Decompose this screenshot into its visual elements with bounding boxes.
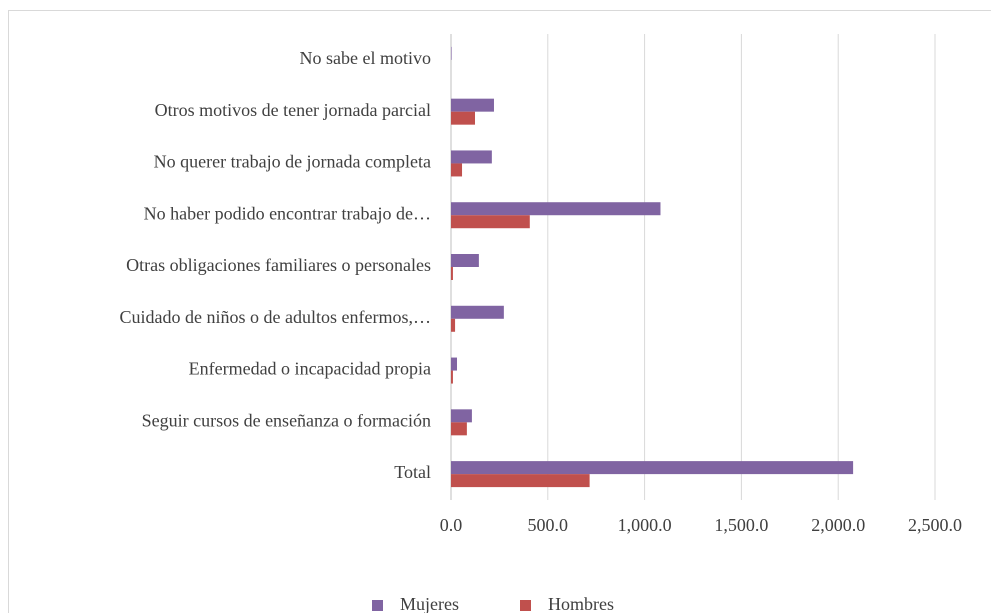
y-tick-label: Seguir cursos de enseñanza o formación [142, 410, 431, 430]
bar [451, 422, 467, 436]
bar [451, 150, 492, 164]
x-tick-label: 0.0 [440, 515, 463, 535]
y-tick-label: No sabe el motivo [300, 48, 431, 68]
x-tick-label: 2,000.0 [811, 515, 865, 535]
y-tick-label: Otros motivos de tener jornada parcial [155, 100, 431, 120]
bar [451, 305, 504, 319]
bar [451, 267, 453, 280]
y-tick-label: Total [394, 462, 431, 482]
bar [451, 254, 479, 267]
legend-label: Hombres [548, 594, 614, 613]
legend-swatch [372, 600, 383, 611]
bar [451, 409, 472, 423]
y-tick-label: Cuidado de niños o de adultos enfermos,… [120, 307, 431, 327]
x-tick-label: 2,500.0 [908, 515, 962, 535]
legend-label: Mujeres [400, 594, 459, 613]
bar [451, 215, 530, 229]
x-tick-label: 1,000.0 [618, 515, 672, 535]
bar [451, 46, 452, 60]
y-tick-label: No querer trabajo de jornada completa [154, 152, 431, 172]
bar [451, 202, 661, 216]
y-tick-label: No haber podido encontrar trabajo de… [144, 203, 431, 223]
bar [451, 163, 463, 177]
y-tick-label: Enfermedad o incapacidad propia [189, 359, 431, 379]
legend-swatch [520, 600, 531, 611]
bar [451, 461, 854, 475]
x-tick-label: 1,500.0 [714, 515, 768, 535]
bar [451, 318, 456, 332]
y-tick-label: Otras obligaciones familiares o personal… [126, 255, 431, 275]
chart-frame [8, 10, 991, 613]
x-tick-label: 500.0 [528, 515, 569, 535]
bar [451, 357, 458, 371]
bar [451, 370, 453, 384]
bar [451, 474, 590, 488]
bar [451, 111, 476, 125]
bar [451, 98, 494, 112]
